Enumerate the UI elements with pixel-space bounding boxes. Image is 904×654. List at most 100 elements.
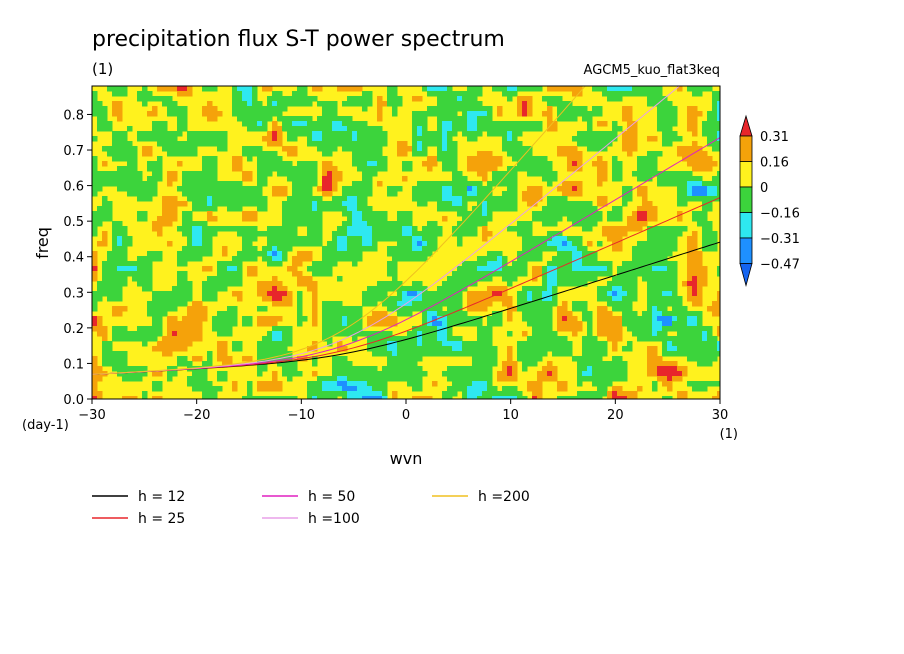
field-cell: [437, 156, 443, 162]
field-cell: [527, 386, 533, 392]
field-cell: [407, 161, 413, 167]
field-cell: [342, 231, 348, 237]
field-cell: [157, 256, 163, 262]
field-cell: [397, 241, 403, 247]
field-cell: [92, 296, 98, 302]
field-cell: [657, 366, 663, 372]
field-cell: [202, 311, 208, 317]
field-cell: [677, 296, 683, 302]
field-cell: [437, 106, 443, 112]
field-cell: [687, 271, 693, 277]
field-cell: [612, 216, 618, 222]
field-cell: [552, 371, 558, 377]
field-cell: [717, 271, 720, 277]
field-cell: [162, 296, 168, 302]
field-cell: [552, 286, 558, 292]
field-cell: [532, 386, 538, 392]
field-cell: [412, 111, 418, 117]
field-cell: [157, 341, 163, 347]
field-cell: [347, 186, 353, 192]
field-cell: [637, 331, 643, 337]
field-cell: [407, 301, 413, 307]
field-cell: [627, 286, 633, 292]
field-cell: [667, 226, 673, 232]
field-cell: [507, 281, 513, 287]
field-cell: [212, 171, 218, 177]
field-cell: [142, 101, 148, 107]
field-cell: [632, 131, 638, 137]
field-cell: [477, 106, 483, 112]
field-cell: [667, 311, 673, 317]
field-cell: [607, 316, 613, 322]
colorbar-label: 0.31: [760, 130, 789, 145]
field-cell: [392, 101, 398, 107]
field-cell: [317, 101, 323, 107]
field-cell: [667, 106, 673, 112]
field-cell: [247, 151, 253, 157]
field-cell: [437, 326, 443, 332]
field-cell: [672, 351, 678, 357]
field-cell: [597, 321, 603, 327]
field-cell: [362, 146, 368, 152]
field-cell: [567, 251, 573, 257]
field-cell: [547, 241, 553, 247]
field-cell: [577, 111, 583, 117]
field-cell: [512, 146, 518, 152]
field-cell: [192, 251, 198, 257]
field-cell: [102, 356, 108, 362]
field-cell: [572, 111, 578, 117]
field-cell: [392, 336, 398, 342]
field-cell: [152, 171, 158, 177]
field-cell: [122, 226, 128, 232]
field-cell: [532, 126, 538, 132]
field-cell: [622, 291, 628, 297]
field-cell: [232, 386, 238, 392]
field-cell: [92, 251, 98, 257]
field-cell: [522, 236, 528, 242]
field-cell: [357, 221, 363, 227]
field-cell: [122, 351, 128, 357]
field-cell: [282, 96, 288, 102]
field-cell: [612, 211, 618, 217]
field-cell: [627, 316, 633, 322]
field-cell: [247, 226, 253, 232]
field-cell: [527, 171, 533, 177]
field-cell: [92, 211, 98, 217]
field-cell: [562, 241, 568, 247]
field-cell: [702, 356, 708, 362]
field-cell: [167, 136, 173, 142]
field-cell: [462, 191, 468, 197]
field-cell: [472, 91, 478, 97]
field-cell: [642, 156, 648, 162]
field-cell: [312, 161, 318, 167]
field-cell: [182, 291, 188, 297]
field-cell: [362, 371, 368, 377]
field-cell: [187, 131, 193, 137]
field-cell: [667, 181, 673, 187]
field-cell: [337, 371, 343, 377]
field-cell: [522, 111, 528, 117]
field-cell: [397, 226, 403, 232]
field-cell: [577, 156, 583, 162]
field-cell: [627, 126, 633, 132]
field-cell: [562, 381, 568, 387]
field-cell: [457, 181, 463, 187]
field-cell: [327, 376, 333, 382]
field-cell: [657, 86, 663, 92]
field-cell: [677, 316, 683, 322]
field-cell: [617, 391, 623, 397]
field-cell: [337, 251, 343, 257]
field-cell: [107, 171, 113, 177]
field-cell: [667, 381, 673, 387]
field-cell: [177, 151, 183, 157]
field-cell: [672, 361, 678, 367]
field-cell: [192, 386, 198, 392]
field-cell: [662, 306, 668, 312]
field-cell: [282, 101, 288, 107]
field-cell: [92, 396, 98, 399]
field-cell: [327, 111, 333, 117]
field-cell: [447, 341, 453, 347]
field-cell: [252, 146, 258, 152]
field-cell: [517, 131, 523, 137]
field-cell: [177, 161, 183, 167]
